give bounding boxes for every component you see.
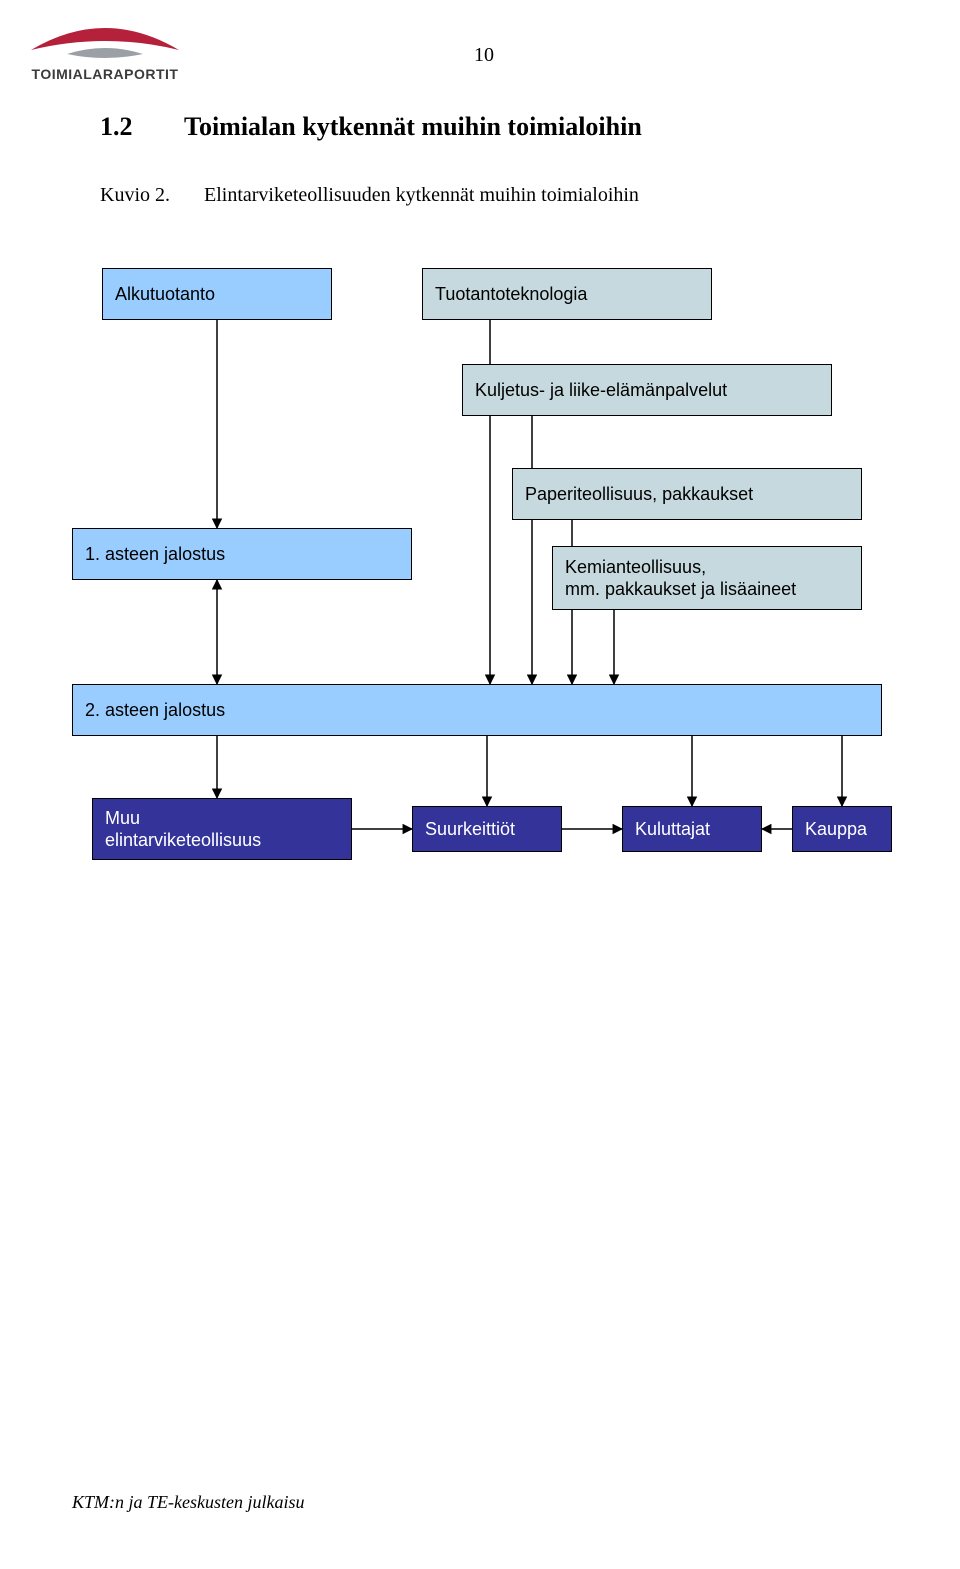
flowchart-node-kuluttajat: Kuluttajat <box>622 806 762 852</box>
flowchart-node-jalostus2: 2. asteen jalostus <box>72 684 882 736</box>
figure-label: Kuvio 2. <box>100 184 170 207</box>
flowchart-node-tekno: Tuotantoteknologia <box>422 268 712 320</box>
flowchart-node-suurk: Suurkeittiöt <box>412 806 562 852</box>
section-number: 1.2 <box>100 112 133 142</box>
brand-name: TOIMIALARAPORTIT <box>10 66 200 82</box>
logo-swoosh-icon <box>25 20 185 64</box>
flowchart-node-alku: Alkutuotanto <box>102 268 332 320</box>
flowchart-node-kauppa: Kauppa <box>792 806 892 852</box>
brand-logo: TOIMIALARAPORTIT <box>10 20 200 82</box>
flowchart-node-kemian: Kemianteollisuus, mm. pakkaukset ja lisä… <box>552 546 862 610</box>
flowchart-node-muu: Muu elintarviketeollisuus <box>92 798 352 860</box>
flowchart-node-jalostus1: 1. asteen jalostus <box>72 528 412 580</box>
flowchart-node-paperi: Paperiteollisuus, pakkaukset <box>512 468 862 520</box>
page-number: 10 <box>474 44 494 67</box>
section-title: Toimialan kytkennät muihin toimialoihin <box>184 112 642 142</box>
flowchart-node-kuljetus: Kuljetus- ja liike-elämänpalvelut <box>462 364 832 416</box>
flowchart-diagram: Alkutuotanto Tuotantoteknologia Kuljetus- … <box>72 268 892 958</box>
figure-caption: Elintarviketeollisuuden kytkennät muihin… <box>204 184 639 207</box>
page-footer: KTM:n ja TE-keskusten julkaisu <box>72 1492 304 1513</box>
